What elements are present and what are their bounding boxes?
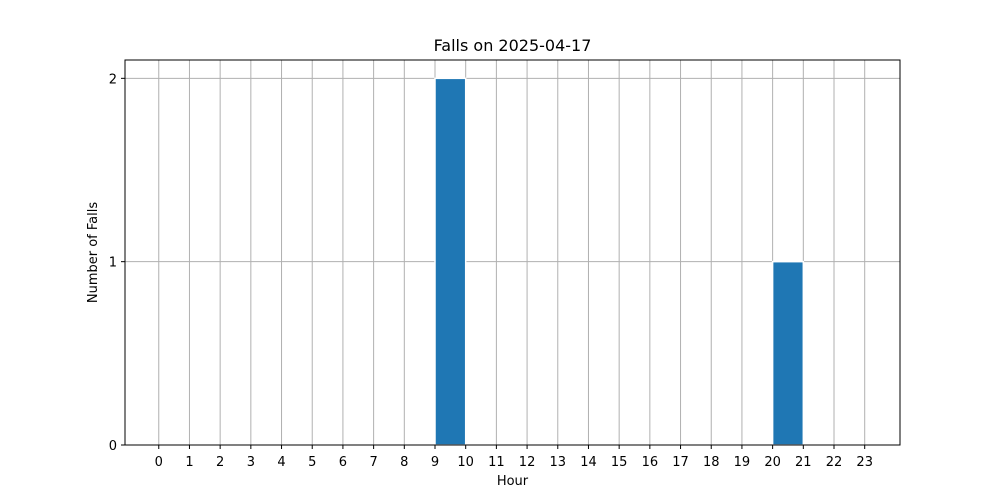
x-tick-label: 14 bbox=[580, 455, 597, 470]
x-tick-label: 8 bbox=[400, 455, 408, 470]
x-tick-label: 11 bbox=[488, 455, 505, 470]
ticks: 0 1 2 3 4 5 6 7 8 9 10 11 12 13 14 15 16 17 18 19 20 21 22 2301… bbox=[109, 72, 873, 470]
y-tick-label: 2 bbox=[109, 72, 117, 87]
x-tick-label: 12 bbox=[519, 455, 536, 470]
x-tick-label: 18 bbox=[703, 455, 720, 470]
x-tick-label: 10 bbox=[457, 455, 474, 470]
x-tick-label: 2 bbox=[216, 455, 224, 470]
x-tick-label: 17 bbox=[672, 455, 689, 470]
y-tick-label: 0 bbox=[109, 439, 117, 454]
x-tick-label: 16 bbox=[642, 455, 659, 470]
bar bbox=[434, 77, 467, 446]
x-tick-label: 22 bbox=[826, 455, 843, 470]
x-tick-label: 23 bbox=[856, 455, 873, 470]
x-tick-label: 13 bbox=[549, 455, 566, 470]
bar bbox=[771, 260, 805, 446]
x-axis-label: Hour bbox=[497, 474, 529, 489]
x-tick-label: 5 bbox=[308, 455, 316, 470]
y-tick-label: 1 bbox=[109, 256, 117, 271]
x-tick-label: 9 bbox=[431, 455, 439, 470]
x-tick-label: 7 bbox=[369, 455, 377, 470]
x-tick-label: 3 bbox=[247, 455, 255, 470]
x-tick-label: 6 bbox=[339, 455, 347, 470]
plot-frame bbox=[124, 59, 901, 446]
bars bbox=[434, 77, 805, 446]
y-axis-label: Number of Falls bbox=[86, 202, 101, 303]
x-tick-label: 4 bbox=[277, 455, 285, 470]
chart-title: Falls on 2025-04-17 bbox=[434, 36, 592, 55]
x-tick-label: 20 bbox=[764, 455, 781, 470]
x-tick-label: 21 bbox=[795, 455, 812, 470]
x-tick-label: 0 bbox=[155, 455, 163, 470]
x-tick-label: 1 bbox=[185, 455, 193, 470]
x-tick-label: 19 bbox=[734, 455, 751, 470]
x-tick-label: 15 bbox=[611, 455, 628, 470]
